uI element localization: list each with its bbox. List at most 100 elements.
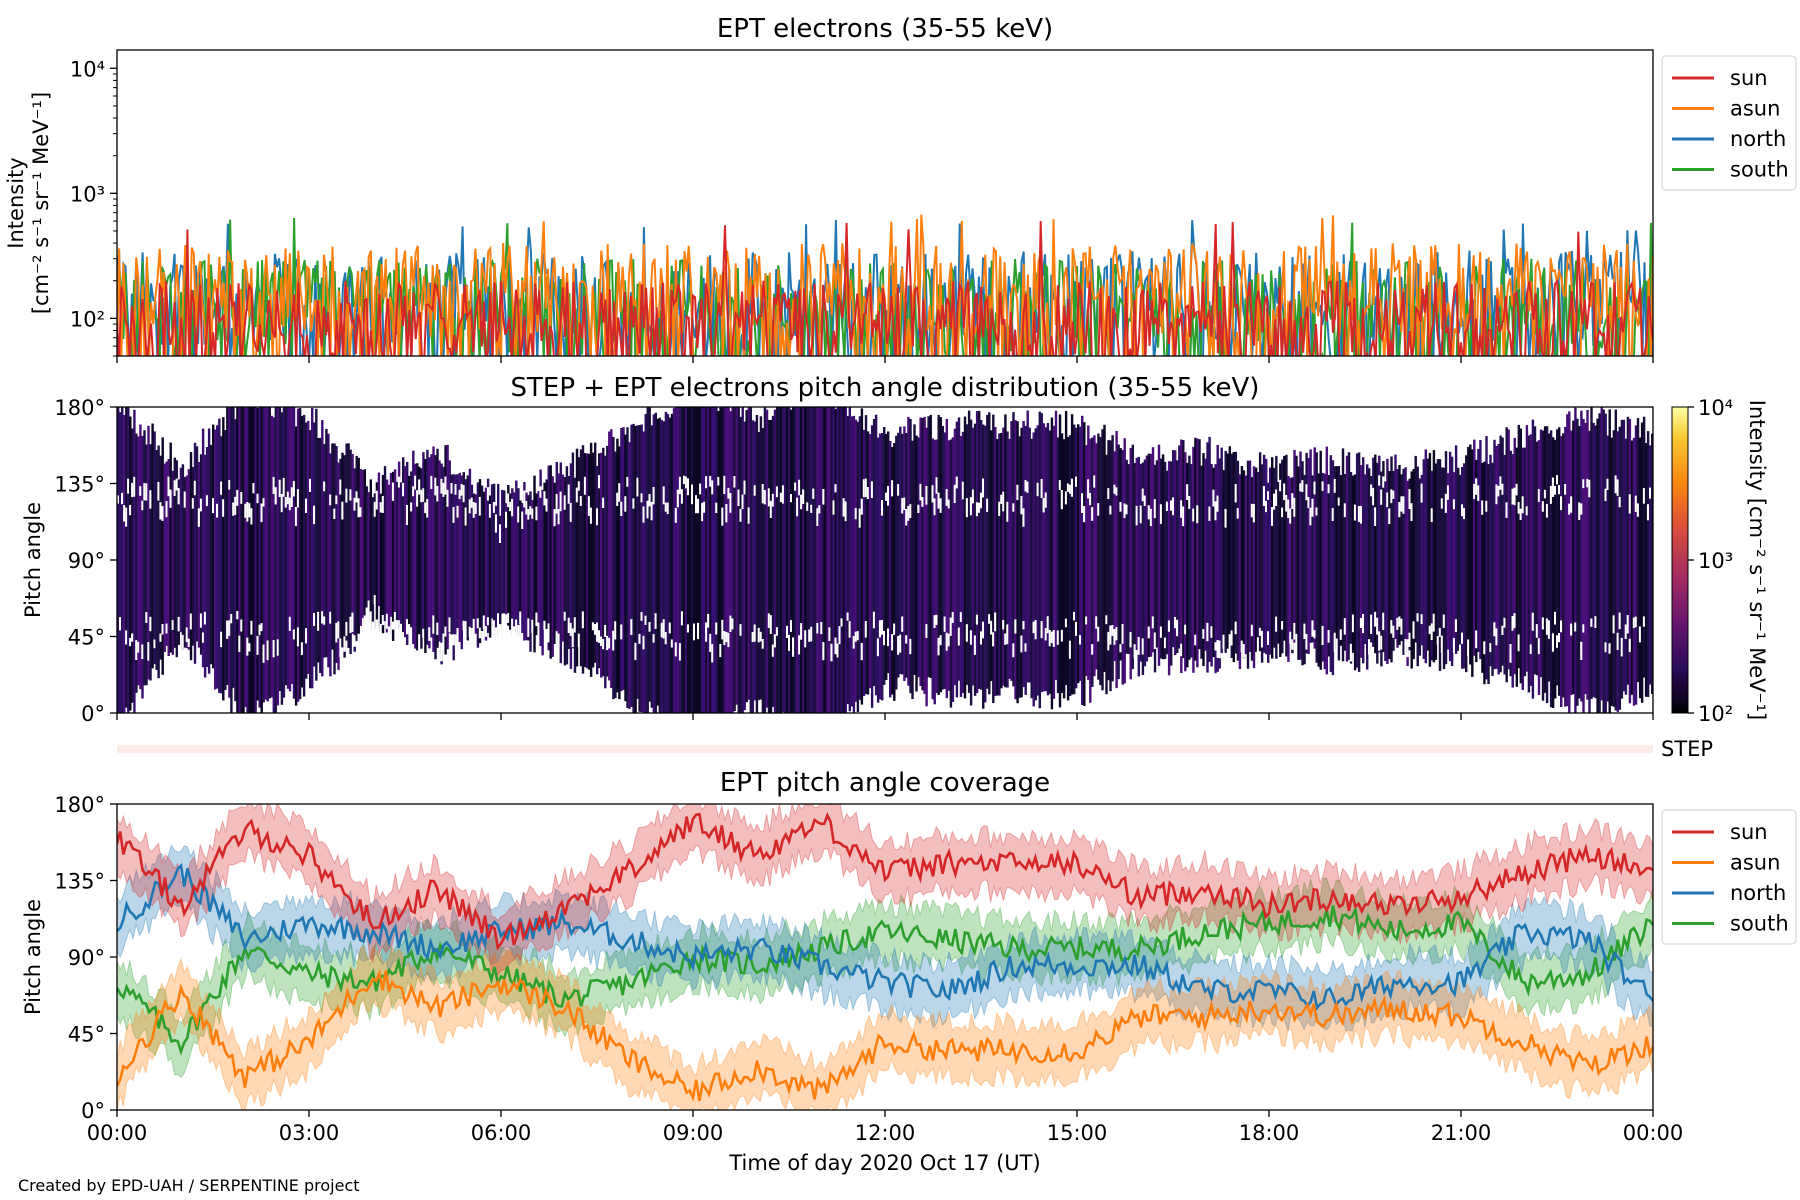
heatmap-gap [862, 479, 866, 498]
heatmap-gap [717, 476, 720, 486]
heatmap-gap [1075, 476, 1078, 487]
heatmap-column [955, 421, 959, 698]
heatmap-gap [379, 502, 383, 513]
heatmap-gap [925, 624, 928, 638]
heatmap-gap [545, 498, 548, 512]
heatmap-column [1262, 454, 1266, 653]
heatmap-gap [248, 503, 251, 518]
heatmap-gap [1485, 500, 1488, 512]
heatmap-gap [1582, 479, 1585, 489]
heatmap-column [1426, 458, 1430, 651]
heatmap-column [963, 416, 967, 699]
heatmap-column [1351, 475, 1355, 653]
heatmap-gap [969, 630, 973, 645]
heatmap-gap [1159, 504, 1163, 524]
heatmap-column [832, 407, 835, 713]
heatmap-column [921, 418, 924, 691]
heatmap-gap [484, 626, 488, 637]
heatmap-column [1457, 467, 1460, 651]
heatmap-gap [1307, 497, 1310, 508]
heatmap-gap [1075, 621, 1078, 636]
colorbar-label: Intensity [cm⁻² s⁻¹ sr⁻¹ MeV⁻¹] [1745, 400, 1769, 720]
heatmap-gap [953, 484, 957, 503]
heatmap-column [397, 461, 401, 621]
heatmap-gap [478, 496, 482, 516]
heatmap-gap [686, 478, 690, 496]
panel4-title: EPT pitch angle coverage [720, 768, 1050, 798]
heatmap-column [628, 442, 631, 709]
heatmap-column [535, 493, 538, 636]
heatmap-gap [1321, 481, 1324, 491]
heatmap-column [125, 407, 128, 708]
heatmap-gap [1495, 484, 1498, 505]
heatmap-column [788, 407, 791, 713]
heatmap-column [957, 417, 961, 681]
heatmap-column [802, 407, 805, 713]
heatmap-gap [571, 628, 575, 648]
heatmap-column [664, 411, 668, 713]
heatmap-column [1198, 439, 1201, 650]
heatmap-column [311, 407, 314, 689]
heatmap-gap [727, 487, 730, 499]
heatmap-gap [1091, 507, 1094, 521]
heatmap-gap [600, 636, 603, 646]
heatmap-column [691, 407, 694, 713]
heatmap-gap [367, 600, 371, 616]
heatmap-gap [294, 507, 298, 527]
legend-label-south: south [1730, 912, 1789, 936]
heatmap-gap [1289, 631, 1292, 644]
heatmap-gap [1081, 493, 1084, 513]
heatmap-column [488, 495, 492, 638]
heatmap-gap [773, 634, 777, 648]
heatmap-column [404, 466, 407, 638]
heatmap-column [1269, 467, 1272, 655]
heatmap-column [1006, 431, 1009, 688]
heatmap-gap [1113, 484, 1116, 494]
heatmap-gap [1083, 506, 1086, 523]
heatmap-gap [652, 487, 656, 505]
heatmap-gap [462, 485, 466, 503]
heatmap-column [759, 416, 763, 700]
heatmap-column [216, 425, 219, 689]
heatmap-gap [557, 633, 561, 650]
heatmap-column [878, 433, 882, 700]
heatmap-gap [426, 499, 429, 518]
heatmap-gap [1359, 505, 1363, 524]
heatmap-gap [763, 490, 767, 505]
heatmap-column [369, 479, 373, 620]
heatmap-column [632, 423, 635, 713]
heatmap-gap [1002, 491, 1005, 512]
heatmap-column [266, 407, 270, 702]
heatmap-column [573, 477, 577, 673]
heatmap-gap [1283, 483, 1286, 501]
heatmap-gap [1461, 632, 1464, 644]
heatmap-gap [1176, 619, 1179, 637]
heatmap-column [1054, 410, 1058, 680]
heatmap-gap [177, 487, 181, 505]
heatmap-gap [723, 475, 726, 495]
heatmap-gap [1113, 629, 1116, 645]
heatmap-column [622, 427, 625, 690]
heatmap-column [1489, 454, 1492, 667]
series-line-north [117, 862, 1653, 1011]
heatmap-gap [507, 493, 510, 508]
heatmap-column [842, 407, 846, 713]
heatmap-gap [543, 491, 546, 506]
heatmap-gap [470, 497, 474, 508]
heatmap-column [1184, 452, 1187, 672]
heatmap-column [674, 407, 678, 713]
heatmap-column [1190, 464, 1193, 658]
heatmap-column [268, 407, 272, 699]
heatmap-column [614, 451, 617, 699]
heatmap-gap [903, 497, 906, 510]
heatmap-gap [359, 507, 362, 517]
heatmap-gap [1386, 492, 1389, 508]
heatmap-gap [468, 499, 472, 514]
heatmap-gap [678, 643, 682, 661]
heatmap-column [844, 407, 848, 713]
heatmap-gap [422, 628, 425, 638]
heatmap-column [1543, 426, 1547, 693]
heatmap-gap [753, 624, 757, 642]
